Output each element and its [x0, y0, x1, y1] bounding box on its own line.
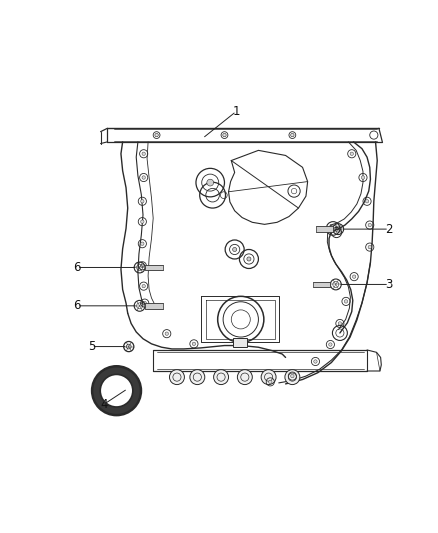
Circle shape	[237, 370, 252, 385]
Text: 5: 5	[88, 340, 95, 353]
Text: 4: 4	[100, 398, 108, 411]
Circle shape	[291, 374, 294, 378]
Wedge shape	[92, 366, 141, 415]
Circle shape	[223, 133, 226, 137]
Circle shape	[214, 370, 229, 385]
Circle shape	[328, 343, 332, 346]
Text: 2: 2	[385, 223, 393, 236]
Text: 6: 6	[73, 300, 81, 312]
Circle shape	[344, 300, 348, 303]
Circle shape	[365, 199, 369, 203]
Text: 1: 1	[233, 105, 240, 118]
Circle shape	[261, 370, 276, 385]
Polygon shape	[314, 282, 330, 287]
Circle shape	[165, 332, 169, 335]
Circle shape	[361, 176, 365, 179]
Circle shape	[247, 257, 251, 261]
Text: 6: 6	[73, 261, 81, 274]
Circle shape	[368, 223, 371, 227]
Circle shape	[268, 380, 272, 384]
Circle shape	[142, 285, 145, 288]
Circle shape	[155, 133, 158, 137]
Circle shape	[143, 302, 146, 305]
Circle shape	[141, 264, 144, 268]
Circle shape	[350, 152, 353, 156]
Polygon shape	[145, 303, 162, 309]
Circle shape	[207, 179, 214, 186]
Circle shape	[233, 247, 237, 252]
Polygon shape	[316, 227, 333, 232]
Bar	[233, 338, 247, 346]
Circle shape	[291, 133, 294, 137]
Circle shape	[190, 370, 205, 385]
Circle shape	[338, 322, 342, 325]
Circle shape	[141, 199, 144, 203]
Circle shape	[285, 370, 300, 385]
Circle shape	[368, 245, 371, 249]
Circle shape	[142, 152, 145, 156]
Circle shape	[192, 342, 196, 345]
Circle shape	[141, 220, 144, 223]
Circle shape	[142, 176, 145, 179]
Circle shape	[170, 370, 184, 385]
Polygon shape	[145, 265, 162, 270]
Text: 3: 3	[385, 278, 393, 291]
Circle shape	[141, 242, 144, 245]
Circle shape	[353, 275, 356, 278]
Circle shape	[314, 360, 317, 363]
